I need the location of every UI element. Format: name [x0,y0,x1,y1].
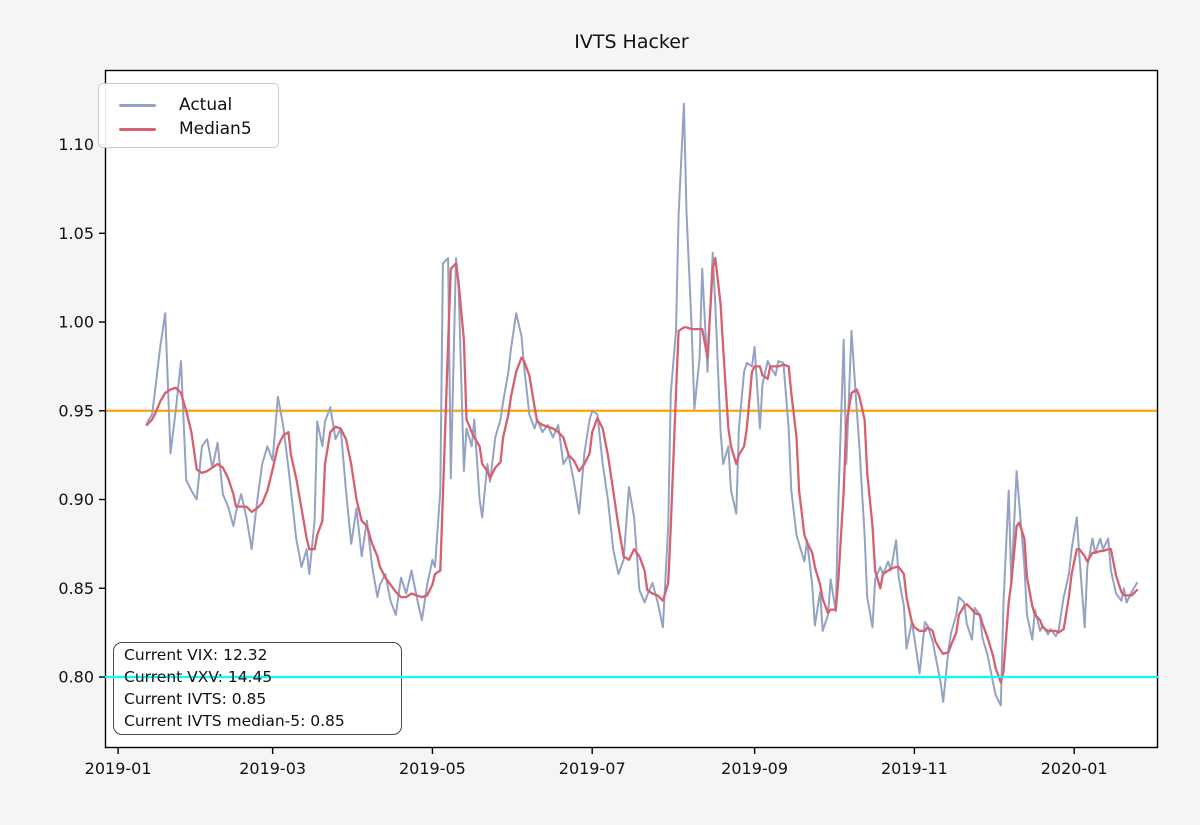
y-tick-label: 1.05 [58,224,94,243]
axes-spines [104,69,1159,749]
series-line-median5 [145,256,1139,684]
x-tick-label: 2020-01 [1041,759,1108,778]
annotation-box [113,642,402,735]
annotation-line-vix: Current VIX: 12.32 [124,646,268,664]
chart-title: IVTS Hacker [574,31,689,53]
actual-line-swatch [119,103,156,107]
annotation-text: Current VIX: 12.32 Current VXV: 14.45 Cu… [113,642,402,735]
legend-item-median5: Median5 [119,117,278,141]
x-tick-label: 2019-11 [881,759,948,778]
annotation-line-ivts-median: Current IVTS median-5: 0.85 [124,712,345,730]
x-tick-label: 2019-09 [721,759,788,778]
y-tick-label: 0.95 [58,401,94,420]
x-tick-label: 2019-03 [239,759,306,778]
legend-label-median5: Median5 [179,119,252,139]
y-tick-label: 1.00 [58,313,94,332]
y-tick-label: 0.90 [58,490,94,509]
legend-label-actual: Actual [179,95,233,115]
y-tick-label: 0.85 [58,579,94,598]
y-tick-label: 1.10 [58,135,94,154]
x-tick-label: 2019-07 [559,759,626,778]
annotation-line-vxv: Current VXV: 14.45 [124,668,273,686]
legend-item-actual: Actual [119,93,278,117]
series-line-actual [145,102,1138,707]
x-tick-label: 2019-01 [85,759,152,778]
y-tick-label: 0.80 [58,668,94,687]
annotation-line-ivts: Current IVTS: 0.85 [124,690,267,708]
x-tick-label: 2019-05 [399,759,466,778]
median5-line-swatch [119,127,156,131]
legend: Actual Median5 [98,83,279,148]
